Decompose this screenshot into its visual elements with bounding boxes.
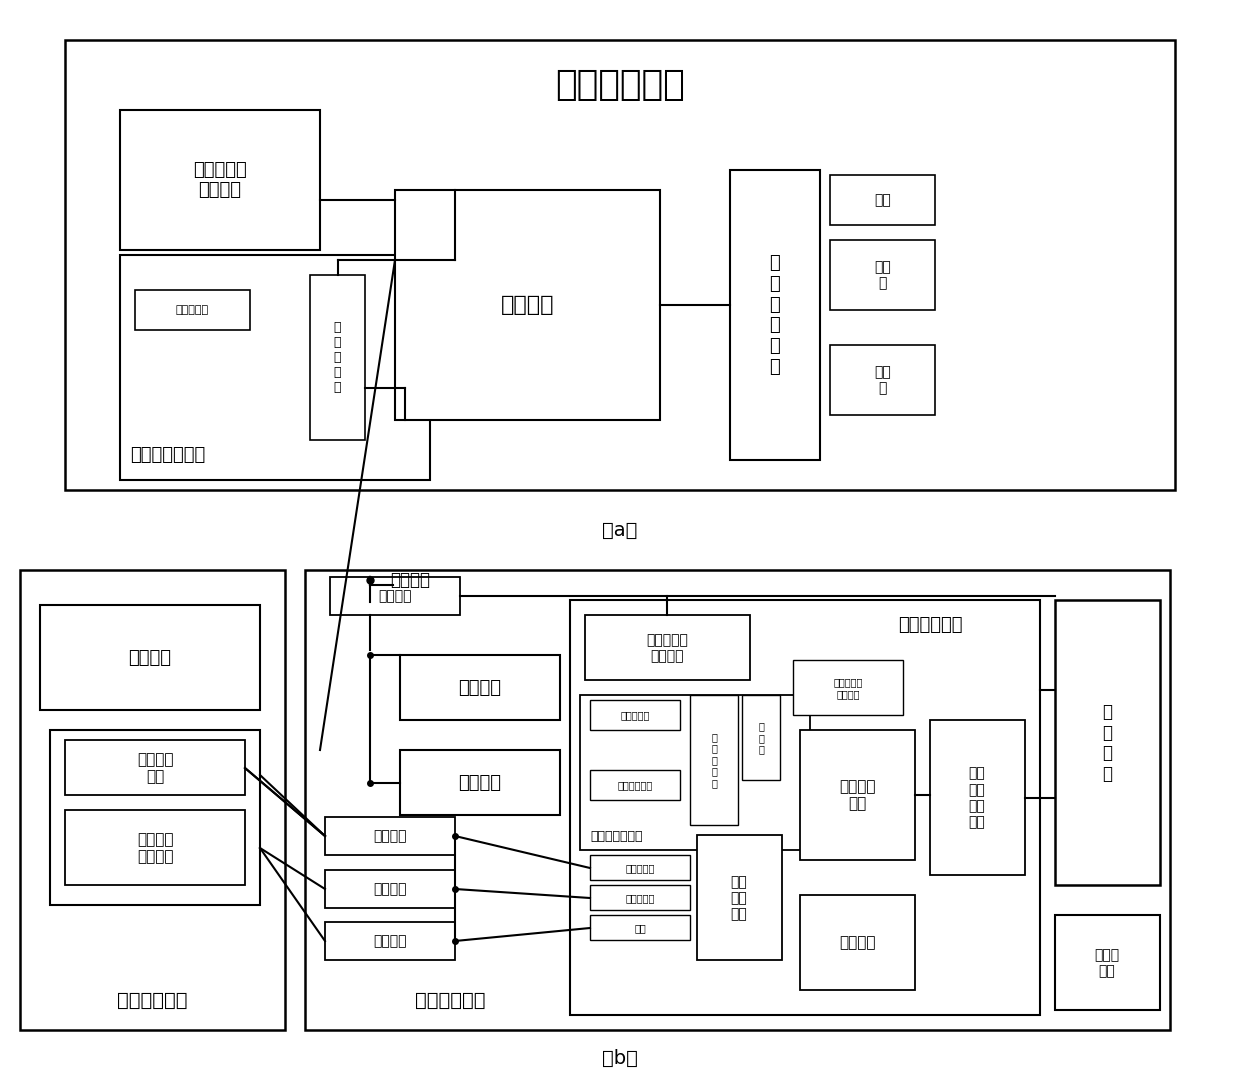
Text: 控制端无线
通讯单元: 控制端无线 通讯单元 xyxy=(193,160,247,199)
Text: 电
源
输
出
端: 电 源 输 出 端 xyxy=(711,732,717,789)
Bar xyxy=(830,240,935,310)
Text: 微型发火
芯片: 微型发火 芯片 xyxy=(136,752,174,784)
Text: 人
机
交
互
装
置: 人 机 交 互 装 置 xyxy=(770,254,780,376)
Bar xyxy=(401,750,560,815)
Text: 引脚插针: 引脚插针 xyxy=(373,882,407,896)
Bar xyxy=(120,110,320,250)
Text: 安全控制终端: 安全控制终端 xyxy=(556,68,684,102)
Text: 防拆卸
装置: 防拆卸 装置 xyxy=(1095,948,1120,978)
Text: 起爆电容: 起爆电容 xyxy=(459,679,501,697)
Bar xyxy=(590,915,689,941)
Bar xyxy=(590,700,680,730)
Bar xyxy=(830,175,935,225)
Bar xyxy=(120,255,430,480)
Text: 电
源
输
出
端: 电 源 输 出 端 xyxy=(334,321,341,394)
Text: 安全控制端: 安全控制端 xyxy=(625,893,655,903)
Text: 比
较
器: 比 较 器 xyxy=(758,721,764,754)
Bar xyxy=(580,696,810,850)
Text: 自毁决策芯片: 自毁决策芯片 xyxy=(898,616,962,635)
Bar xyxy=(401,655,560,720)
Text: 逻辑判断
单元: 逻辑判断 单元 xyxy=(838,779,875,811)
Text: 自毁端无线
通讯单元: 自毁端无线 通讯单元 xyxy=(646,632,688,663)
Text: 微型安全
解保芯片: 微型安全 解保芯片 xyxy=(136,831,174,865)
Bar xyxy=(689,696,738,825)
Text: 封
装
外
壳: 封 装 外 壳 xyxy=(1102,703,1112,783)
Bar xyxy=(800,895,915,990)
Bar xyxy=(396,190,660,421)
Bar xyxy=(570,600,1040,1015)
Text: 外部电源: 外部电源 xyxy=(391,571,430,588)
Text: 发火控制端: 发火控制端 xyxy=(625,863,655,873)
Bar xyxy=(1055,915,1159,1010)
Text: 电源输入端: 电源输入端 xyxy=(176,305,210,315)
Bar xyxy=(730,170,820,460)
Text: 键盘: 键盘 xyxy=(874,193,890,207)
Bar xyxy=(794,660,903,715)
Text: 报警
器: 报警 器 xyxy=(874,365,890,395)
Bar xyxy=(20,570,285,1030)
Text: （b）: （b） xyxy=(603,1049,637,1068)
Bar xyxy=(305,570,1171,1030)
Bar xyxy=(590,770,680,800)
Bar xyxy=(330,577,460,615)
Text: 自毁端电源电路: 自毁端电源电路 xyxy=(590,830,642,843)
Bar xyxy=(64,810,246,885)
Bar xyxy=(64,40,1176,490)
Bar xyxy=(930,720,1025,875)
Bar xyxy=(830,345,935,415)
Text: 引脚插针: 引脚插针 xyxy=(378,588,412,603)
Text: 电源转换电路: 电源转换电路 xyxy=(618,780,652,790)
Text: 存储单元: 存储单元 xyxy=(838,935,875,950)
Text: 电源输入端: 电源输入端 xyxy=(620,710,650,720)
Bar xyxy=(742,696,780,780)
Bar xyxy=(64,740,246,795)
Bar xyxy=(40,605,260,710)
Text: 输出
控制
单元: 输出 控制 单元 xyxy=(730,875,748,921)
Text: 结构
强拆
判断
单元: 结构 强拆 判断 单元 xyxy=(968,767,986,829)
Text: 引脚插针: 引脚插针 xyxy=(373,934,407,948)
Text: 功能层电路板: 功能层电路板 xyxy=(414,991,485,1009)
Bar xyxy=(325,817,455,855)
Text: 显示
器: 显示 器 xyxy=(874,260,890,290)
Bar xyxy=(310,275,365,440)
Bar xyxy=(590,885,689,910)
Text: 存储芯片: 存储芯片 xyxy=(129,649,171,667)
Bar xyxy=(800,730,915,860)
Bar xyxy=(135,290,250,330)
Bar xyxy=(1055,600,1159,885)
Bar xyxy=(50,730,260,905)
Bar xyxy=(585,615,750,681)
Text: 执行层电路板: 执行层电路板 xyxy=(118,991,187,1009)
Text: 控制端电源电路: 控制端电源电路 xyxy=(130,446,206,464)
Text: 系统强断电
判断逻辑: 系统强断电 判断逻辑 xyxy=(833,677,863,699)
Text: 控制芯片: 控制芯片 xyxy=(501,295,554,315)
Bar xyxy=(325,870,455,908)
Text: （a）: （a） xyxy=(603,520,637,539)
Text: 工作电容: 工作电容 xyxy=(459,774,501,792)
Bar xyxy=(325,922,455,960)
Bar xyxy=(590,855,689,880)
Text: 引脚插针: 引脚插针 xyxy=(373,829,407,843)
Bar xyxy=(697,835,782,960)
Text: 地端: 地端 xyxy=(634,923,646,933)
